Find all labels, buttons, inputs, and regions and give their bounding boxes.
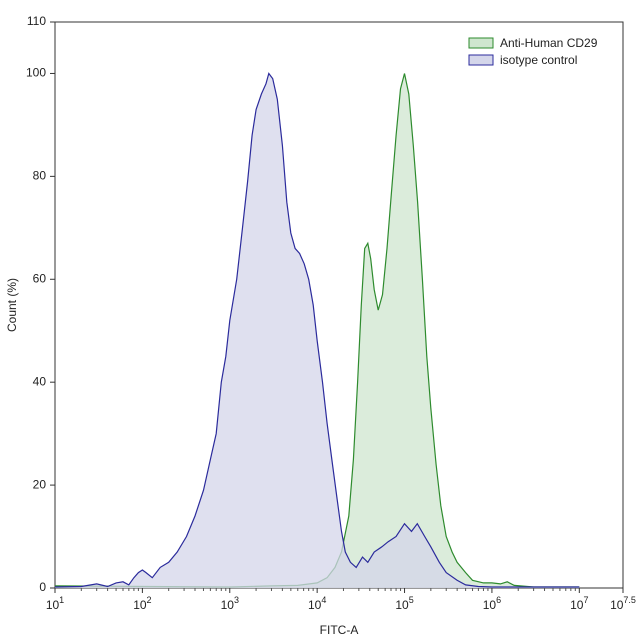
y-tick-label: 60 bbox=[33, 271, 47, 285]
y-tick-label: 100 bbox=[26, 66, 46, 80]
y-tick-label: 40 bbox=[33, 374, 47, 388]
legend-label-1: isotype control bbox=[500, 53, 577, 67]
x-tick-label: 107.5 bbox=[610, 595, 636, 612]
x-tick-label: 103 bbox=[221, 595, 239, 612]
y-tick-label: 80 bbox=[33, 169, 47, 183]
y-tick-label: 20 bbox=[33, 477, 47, 491]
series-layer bbox=[54, 72, 580, 588]
x-axis-title: FITC-A bbox=[320, 623, 359, 637]
plot-frame bbox=[54, 21, 624, 589]
legend-swatch-1 bbox=[468, 54, 494, 66]
x-tick-label: 102 bbox=[133, 595, 151, 612]
legend-swatch-0 bbox=[468, 37, 494, 49]
y-tick-label: 110 bbox=[27, 14, 46, 28]
plot-area bbox=[54, 21, 624, 589]
series-area-1 bbox=[55, 73, 580, 588]
axes-layer: 0 20 40 60 80 100 110 101 102 103 104 105 106 107 107.… bbox=[26, 14, 636, 612]
series-line-1 bbox=[54, 72, 580, 588]
x-tick-label: 104 bbox=[308, 595, 326, 612]
y-axis-title: Count (%) bbox=[5, 278, 19, 332]
x-tick-label: 101 bbox=[46, 595, 64, 612]
x-tick-label: 106 bbox=[483, 595, 501, 612]
x-tick-label: 105 bbox=[395, 595, 413, 612]
y-tick-label: 0 bbox=[39, 580, 46, 594]
legend: Anti-Human CD29 isotype control bbox=[468, 36, 598, 67]
legend-label-0: Anti-Human CD29 bbox=[500, 36, 598, 50]
x-tick-label: 107 bbox=[570, 595, 588, 612]
